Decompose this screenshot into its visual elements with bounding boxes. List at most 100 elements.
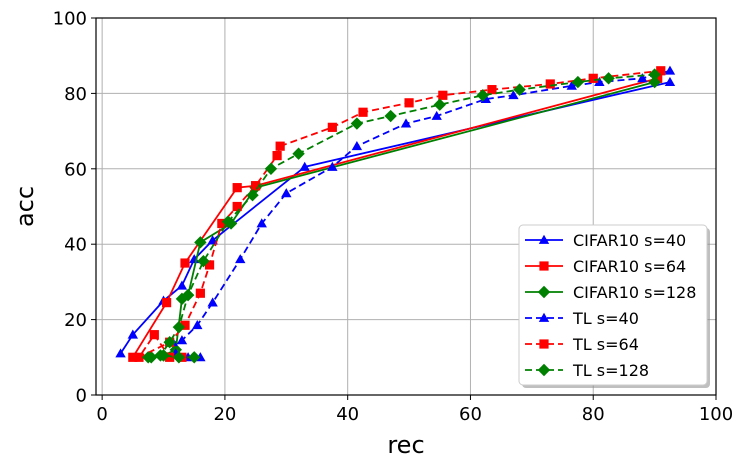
data-point: [351, 140, 363, 151]
plot-series: [115, 65, 676, 364]
data-point: [327, 122, 337, 132]
axis-ticks: 0 20 40 60 80 100 0 20 40 60 80 100: [53, 9, 734, 426]
x-tick-label: 60: [459, 404, 482, 425]
data-point: [246, 188, 259, 202]
data-point: [194, 236, 207, 249]
data-point: [292, 147, 305, 160]
data-point: [431, 110, 442, 120]
legend-marker: [538, 312, 550, 322]
y-tick-label: 80: [64, 84, 87, 105]
data-point: [508, 90, 519, 100]
x-tick-label: 40: [336, 404, 359, 425]
data-point: [433, 98, 446, 111]
data-point: [154, 349, 167, 362]
legend-box: [518, 224, 708, 386]
y-tick-label: 0: [76, 386, 87, 407]
data-point: [264, 162, 278, 175]
data-point: [232, 201, 242, 212]
data-point: [149, 330, 159, 340]
data-point: [221, 215, 235, 228]
data-point: [217, 218, 227, 229]
data-point: [299, 161, 310, 171]
data-point: [327, 161, 338, 171]
data-point: [476, 89, 489, 102]
legend-label: TL s=128: [572, 361, 649, 380]
legend-label: CIFAR10 s=128: [573, 283, 696, 302]
data-point: [648, 75, 661, 89]
data-point: [163, 336, 176, 349]
legend-marker: [537, 363, 551, 377]
data-point: [176, 335, 188, 345]
data-point: [192, 320, 203, 330]
data-point: [251, 181, 261, 191]
data-point: [204, 260, 215, 270]
data-point: [181, 288, 195, 302]
x-axis-title: rec: [387, 431, 424, 459]
data-point: [172, 351, 186, 364]
data-point: [180, 320, 190, 330]
data-point: [384, 109, 397, 123]
legend-marker: [538, 234, 550, 244]
y-tick-label: 100: [53, 9, 87, 30]
data-point: [400, 118, 412, 128]
data-point: [545, 79, 555, 89]
data-point: [128, 352, 138, 362]
data-point: [197, 254, 210, 268]
data-point: [513, 83, 526, 96]
legend-item: TL s=128: [525, 361, 649, 380]
data-point: [232, 183, 242, 193]
data-point: [404, 98, 414, 108]
data-point: [571, 75, 585, 89]
data-point: [664, 65, 676, 75]
data-point: [235, 254, 246, 264]
y-tick-label: 60: [64, 159, 87, 180]
series-line: [132, 77, 658, 358]
data-point: [127, 329, 139, 339]
data-point: [195, 288, 205, 298]
legend-marker: [539, 261, 549, 271]
x-tick-label: 100: [699, 404, 733, 425]
data-point: [566, 80, 577, 90]
legend-label: TL s=64: [572, 335, 639, 354]
data-point: [176, 280, 188, 290]
data-point: [648, 68, 661, 81]
data-point: [487, 85, 497, 95]
legend-marker: [539, 339, 549, 349]
data-point: [115, 348, 126, 358]
y-axis-title: acc: [11, 186, 39, 227]
data-point: [165, 352, 175, 362]
data-point: [188, 351, 201, 364]
legend-item: CIFAR10 s=64: [525, 257, 686, 276]
data-point: [656, 66, 666, 76]
legend-item: CIFAR10 s=128: [525, 283, 696, 302]
data-point: [134, 352, 144, 362]
data-point: [180, 258, 190, 268]
x-tick-label: 0: [96, 404, 107, 425]
data-point: [653, 73, 663, 83]
data-point: [256, 218, 267, 228]
data-point: [207, 235, 218, 245]
data-point: [161, 298, 172, 308]
legend-label: CIFAR10 s=64: [573, 257, 686, 276]
legend-item: TL s=40: [525, 309, 639, 328]
series-5: [141, 68, 661, 364]
data-point: [350, 117, 364, 130]
data-point: [207, 297, 218, 307]
data-point: [602, 72, 615, 85]
data-point: [637, 73, 648, 83]
legend: CIFAR10 s=40 CIFAR10 s=64 CIFAR10 s=128 TL …: [518, 224, 710, 388]
data-point: [588, 73, 598, 83]
data-point: [594, 76, 605, 86]
legend-item: TL s=64: [525, 335, 639, 354]
data-point: [438, 90, 448, 100]
legend-label: TL s=40: [572, 309, 639, 328]
data-point: [272, 151, 282, 161]
data-point: [664, 76, 676, 86]
x-tick-label: 80: [582, 404, 605, 425]
legend-label: CIFAR10 s=40: [573, 231, 686, 250]
data-point: [141, 351, 155, 364]
data-point: [275, 141, 285, 151]
legend-marker: [537, 285, 551, 299]
x-tick-label: 20: [213, 404, 236, 425]
